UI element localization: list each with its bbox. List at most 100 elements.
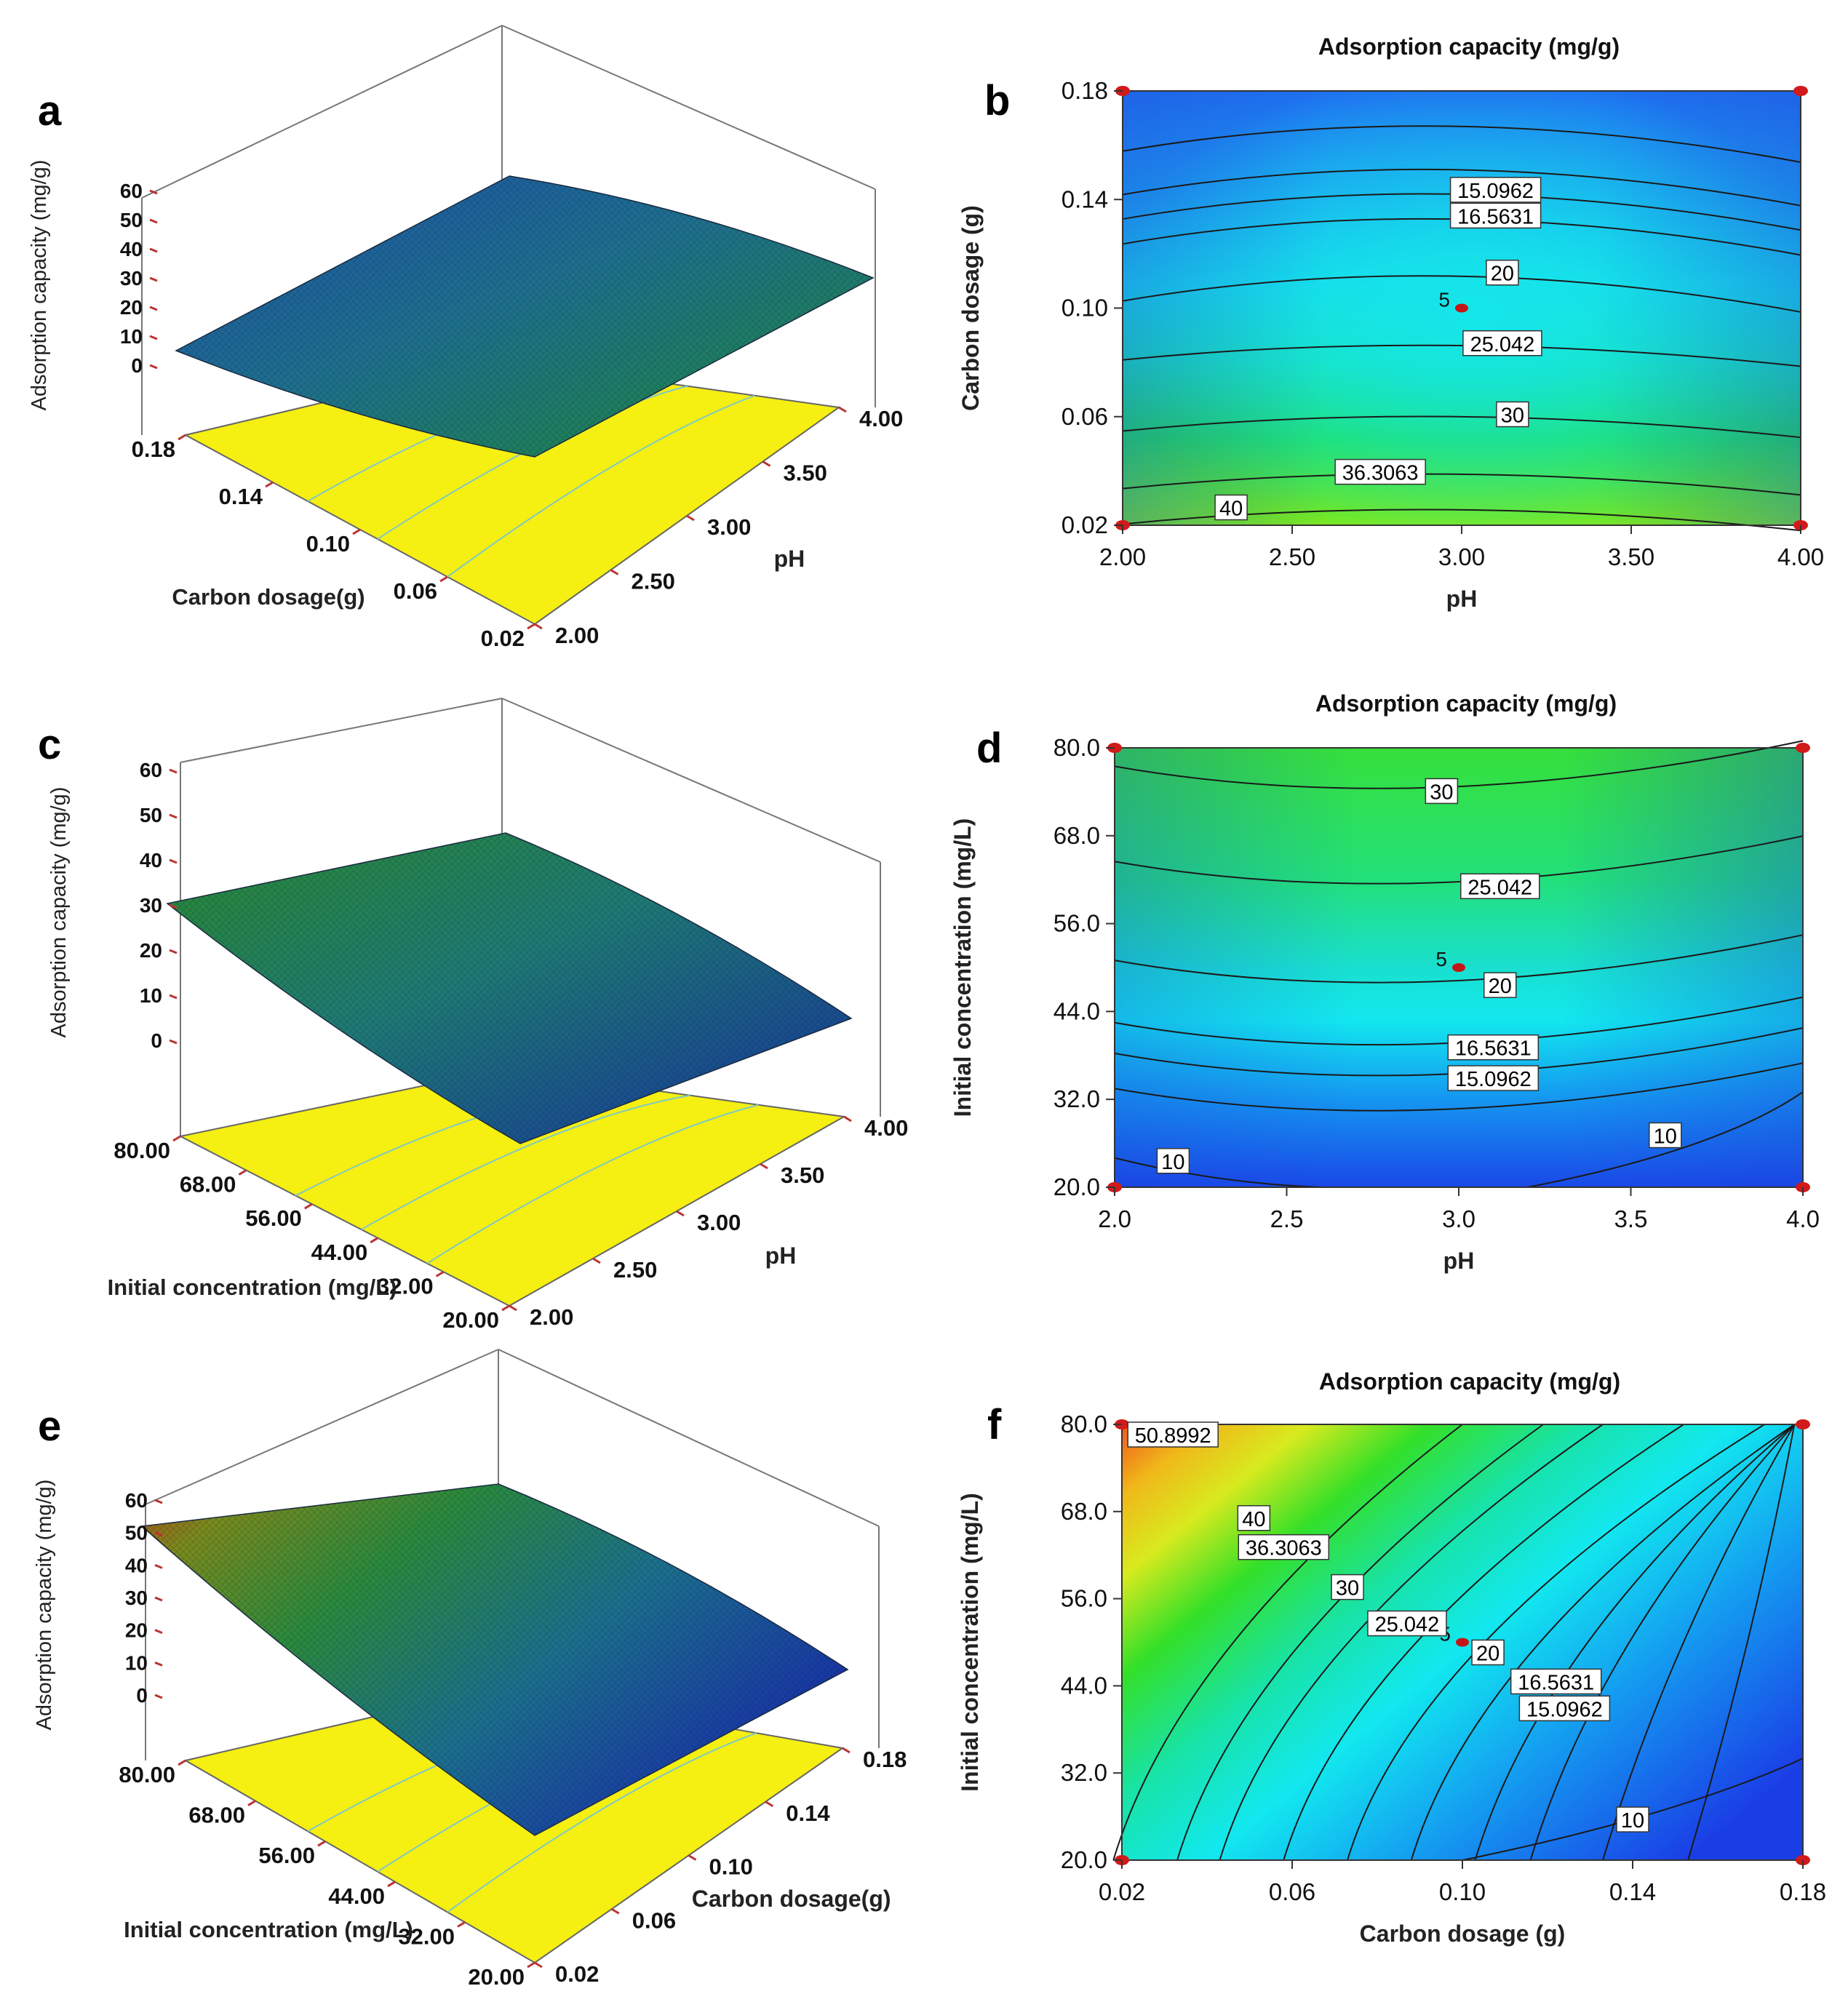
contour-label-box [1237, 1505, 1271, 1531]
x-tick-mark [838, 406, 847, 413]
contour-label: 25.042 [1470, 333, 1535, 356]
x-tick-label: 2.5 [1270, 1205, 1304, 1232]
isoline [1114, 835, 1804, 885]
contour-label-box [1616, 1806, 1649, 1832]
contour-label-box [1127, 1421, 1219, 1448]
y-tick-label: 80.0 [1061, 1411, 1107, 1437]
x-axis-label: Carbon dosage (g) [1360, 1921, 1566, 1947]
isoline [1112, 1424, 1463, 1861]
contour-label-box [1510, 1668, 1602, 1695]
contour-label-box [1367, 1610, 1447, 1637]
box-top-left-edge [180, 698, 503, 763]
panel-c-surface3d: c 0 10 20 30 40 50 60 Adsorption capacity (mg/g)… [38, 698, 908, 1333]
box-top-right-edge [501, 698, 881, 863]
z-tick-label: 0 [136, 1684, 148, 1707]
z-tick-mark [154, 1596, 163, 1602]
center-point-label: 5 [1438, 289, 1450, 311]
x-tick-label: 0.10 [1439, 1878, 1486, 1905]
isoline [1114, 1157, 1321, 1188]
x-tick-label: 0.06 [632, 1907, 676, 1933]
z-tick-label: 0 [131, 354, 143, 377]
contour-label: 15.0962 [1455, 1068, 1532, 1091]
x-tick-mark [610, 1907, 620, 1915]
panel-letter-a: a [38, 87, 62, 135]
z-tick-label: 40 [120, 238, 143, 260]
y-tick-label: 20.00 [468, 1964, 525, 1990]
isoline [1122, 125, 1801, 163]
response-surface-mesh [142, 1484, 848, 1835]
y-tick-label: 0.02 [481, 626, 525, 651]
contour-label-box [1447, 1034, 1540, 1061]
contour-label: 15.0962 [1526, 1698, 1603, 1721]
panel-letter-b: b [984, 77, 1010, 124]
y-tick-label: 68.00 [188, 1803, 245, 1828]
y-axis-label: Carbon dosage (g) [957, 205, 984, 411]
panel-letter-c: c [38, 721, 61, 768]
x-tick-label: 4.00 [859, 406, 903, 431]
y-tick-label: 80.00 [113, 1138, 170, 1163]
z-tick-label: 30 [125, 1587, 148, 1609]
y-tick-label: 80.0 [1054, 734, 1100, 761]
x-tick-label: 2.50 [1269, 543, 1315, 570]
contour-label-box [1334, 458, 1426, 485]
z-tick-mark [169, 994, 178, 1000]
z-tick-label: 30 [140, 894, 162, 917]
contour-label: 10 [1621, 1809, 1644, 1832]
y-tick-label: 56.0 [1054, 910, 1100, 937]
isoline [1283, 1424, 1684, 1861]
y-tick-mark [527, 623, 535, 630]
isoline [1410, 1424, 1795, 1861]
z-tick-mark [169, 813, 178, 819]
base-contour-line [361, 1094, 690, 1231]
contour-label: 30 [1430, 781, 1453, 804]
x-tick-label: 0.02 [555, 1961, 599, 1987]
z-tick-label: 20 [125, 1619, 148, 1642]
z-tick-label: 20 [140, 939, 162, 962]
isoline [1122, 344, 1801, 367]
y-tick-mark [501, 1304, 510, 1312]
x-tick-label: 3.50 [781, 1162, 824, 1188]
box-top-right-edge [501, 25, 876, 190]
panel-letter-e: e [38, 1403, 61, 1450]
x-tick-label: 2.50 [632, 569, 675, 594]
y-tick-label: 56.0 [1061, 1585, 1107, 1612]
base-contour-line [447, 1732, 757, 1913]
isoline [1602, 1424, 1796, 1861]
x-tick-label: 2.00 [1099, 543, 1146, 570]
contour-label-box [1471, 1639, 1505, 1666]
panel-d-contour: d Adsorption capacity (mg/g) 5 30 25.042 20 16… [949, 690, 1820, 1274]
x-axis-label: pH [774, 546, 805, 572]
isoline [1219, 1424, 1604, 1861]
z-tick-label: 50 [120, 209, 143, 231]
panel-letter-f: f [987, 1401, 1002, 1448]
isoline [1114, 1062, 1804, 1112]
y-axis-label: Initial concentration (mg/L) [949, 818, 976, 1117]
y-tick-mark [265, 481, 274, 488]
center-point [1455, 303, 1468, 313]
center-point [1452, 963, 1465, 972]
x-tick-mark [592, 1257, 601, 1264]
contour-label-box [1496, 401, 1529, 428]
y-axis-label: Initial concentration (mg/L) [124, 1917, 413, 1942]
z-tick-mark [154, 1694, 163, 1699]
z-tick-mark [149, 306, 158, 311]
contour-label: 16.5631 [1455, 1037, 1532, 1061]
z-tick-label: 10 [120, 325, 143, 348]
contour-label-box [1214, 494, 1248, 521]
y-tick-label: 44.00 [328, 1883, 385, 1909]
x-tick-mark [843, 1115, 852, 1122]
box-top-right-edge [498, 1349, 880, 1527]
x-tick-label: 3.0 [1442, 1205, 1475, 1232]
y-tick-label: 0.02 [1062, 511, 1108, 538]
contour-label-box [1447, 1065, 1540, 1091]
contour-label: 10 [1654, 1125, 1677, 1149]
x-tick-label: 3.00 [1438, 543, 1485, 570]
x-tick-mark [676, 1210, 685, 1217]
x-tick-label: 3.00 [697, 1210, 741, 1235]
isoline [1122, 415, 1801, 439]
contour-label-box [1238, 1534, 1330, 1560]
contour-label: 20 [1476, 1642, 1499, 1665]
z-tick-label: 0 [151, 1029, 162, 1052]
isoline [1474, 1424, 1795, 1861]
